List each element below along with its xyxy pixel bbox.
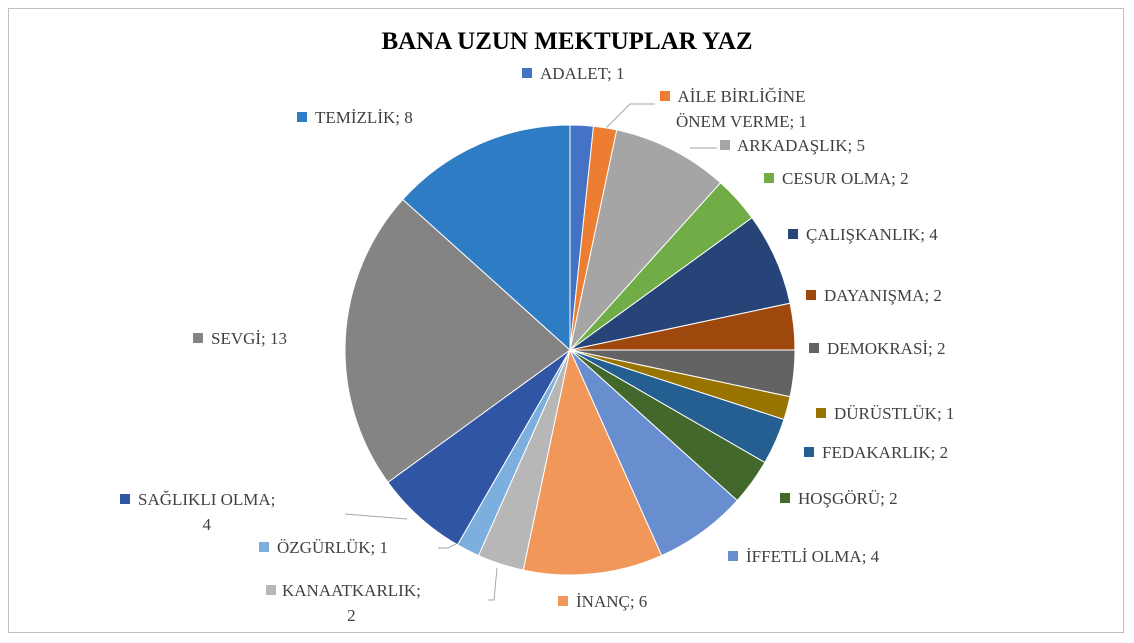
- label-key: [193, 333, 203, 343]
- label-key: [120, 494, 130, 504]
- leader-line: [603, 103, 655, 131]
- data-label: CESUR OLMA; 2: [782, 169, 909, 188]
- label-key: [806, 290, 816, 300]
- data-label: İNANÇ; 6: [576, 592, 648, 611]
- pie-slice: [569, 129, 722, 352]
- data-label: ARKADAŞLIK; 5: [737, 136, 865, 155]
- label-key: [780, 493, 790, 503]
- label-key: [804, 447, 814, 457]
- label-key: [297, 112, 307, 122]
- label-key: [788, 229, 798, 239]
- label-key: [809, 343, 819, 353]
- data-label: ADALET; 1: [540, 64, 625, 83]
- label-key: [720, 140, 730, 150]
- data-label: DEMOKRASİ; 2: [827, 339, 946, 358]
- label-key: [522, 68, 532, 78]
- data-label: DAYANIŞMA; 2: [824, 286, 942, 305]
- data-label: SAĞLIKLI OLMA; 4: [138, 490, 276, 534]
- data-label: KANAATKARLIK; 2: [282, 581, 421, 625]
- data-label: İFFETLİ OLMA; 4: [746, 547, 880, 566]
- data-label: DÜRÜSTLÜK; 1: [834, 404, 955, 423]
- label-key: [764, 173, 774, 183]
- leader-line: [488, 567, 498, 601]
- label-key: [816, 408, 826, 418]
- pie-slice: [402, 124, 571, 352]
- label-key: [259, 542, 269, 552]
- chart-frame: [8, 8, 1124, 633]
- data-label: AİLE BİRLİĞİNE ÖNEM VERME; 1: [676, 87, 807, 131]
- leader-line: [344, 513, 408, 520]
- data-label: HOŞGÖRÜ; 2: [798, 489, 898, 508]
- pie-slice: [522, 348, 663, 576]
- data-label: SEVGİ; 13: [211, 329, 288, 348]
- data-label: ÇALIŞKANLIK; 4: [806, 225, 938, 244]
- label-key: [660, 91, 670, 101]
- label-key: [728, 551, 738, 561]
- data-label: TEMİZLİK; 8: [315, 108, 413, 127]
- chart-title: BANA UZUN MEKTUPLAR YAZ: [381, 28, 753, 55]
- label-key: [266, 585, 276, 595]
- label-key: [558, 596, 568, 606]
- data-label: ÖZGÜRLÜK; 1: [277, 538, 388, 557]
- pie-slice: [344, 198, 571, 483]
- data-label: FEDAKARLIK; 2: [822, 443, 949, 462]
